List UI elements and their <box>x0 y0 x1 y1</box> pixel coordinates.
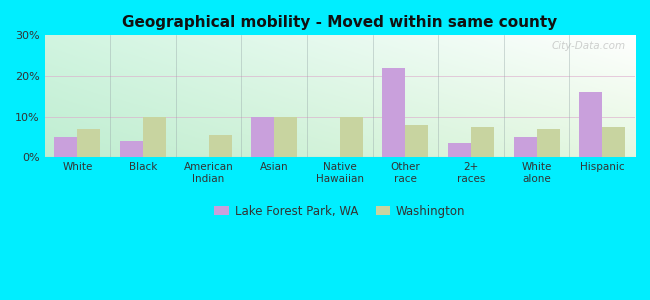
Bar <box>471 127 494 158</box>
Bar <box>382 68 406 158</box>
Bar <box>252 117 274 158</box>
Legend: Lake Forest Park, WA, Washington: Lake Forest Park, WA, Washington <box>210 200 470 222</box>
Bar <box>602 127 625 158</box>
Bar <box>406 125 428 158</box>
Title: Geographical mobility - Moved within same county: Geographical mobility - Moved within sam… <box>122 15 558 30</box>
Bar <box>77 129 100 158</box>
Bar <box>514 137 537 158</box>
Bar <box>209 135 231 158</box>
Text: City-Data.com: City-Data.com <box>552 41 626 51</box>
Bar <box>579 92 602 158</box>
Bar <box>448 143 471 158</box>
Bar <box>143 117 166 158</box>
Bar <box>274 117 297 158</box>
Bar <box>120 141 143 158</box>
Bar <box>55 137 77 158</box>
Bar <box>340 117 363 158</box>
Bar <box>537 129 560 158</box>
